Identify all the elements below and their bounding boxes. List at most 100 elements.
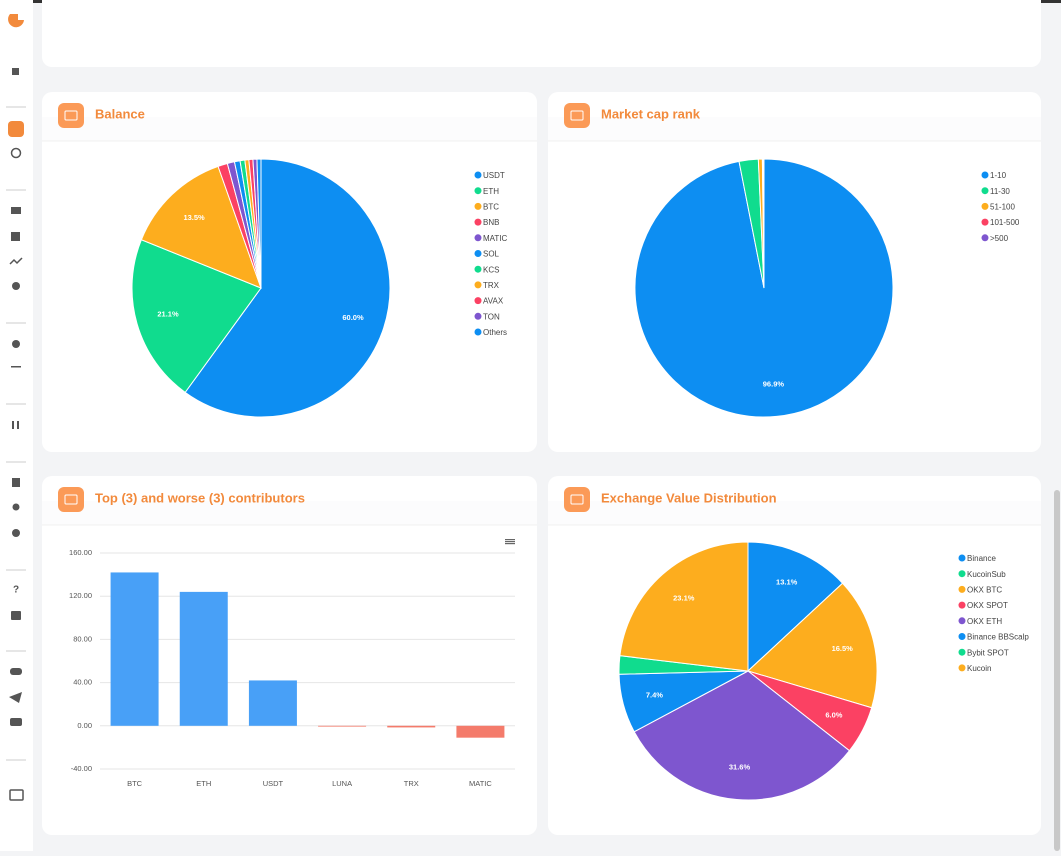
wallet-icon[interactable] xyxy=(8,121,24,137)
data-label: 16.5% xyxy=(832,644,854,653)
legend-label: BNB xyxy=(483,218,499,227)
doc-icon[interactable] xyxy=(12,478,20,487)
legend-label: OKX ETH xyxy=(967,617,1002,626)
card-title: Exchange Value Distribution xyxy=(601,490,777,505)
dashboard-icon[interactable] xyxy=(12,68,19,75)
candle-icon[interactable] xyxy=(17,421,19,429)
legend-label: SOL xyxy=(483,250,500,259)
legend-marker xyxy=(474,281,482,289)
bar xyxy=(456,725,505,738)
legend-label: USDT xyxy=(483,171,505,180)
legend-label: Kucoin xyxy=(967,664,991,673)
logo[interactable] xyxy=(8,14,24,28)
data-label: 23.1% xyxy=(673,594,695,603)
data-label: 31.6% xyxy=(729,762,751,771)
legend-label: TON xyxy=(483,312,500,321)
legend-marker xyxy=(474,250,482,257)
candle-icon[interactable] xyxy=(12,421,14,429)
pie-slice xyxy=(747,541,844,673)
x-tick-label: TRX xyxy=(404,779,419,788)
y-tick-label: 0.00 xyxy=(77,721,92,730)
discord-icon[interactable] xyxy=(10,668,22,675)
gear-icon[interactable] xyxy=(12,529,20,537)
legend-marker xyxy=(981,202,989,210)
bar xyxy=(110,572,159,726)
card-header xyxy=(548,501,1041,525)
grid-icon[interactable] xyxy=(11,232,20,241)
pie-slice xyxy=(619,541,749,672)
gift-icon[interactable] xyxy=(9,789,24,801)
filter-icon[interactable] xyxy=(11,366,21,368)
legend-label: OKX SPOT xyxy=(967,601,1008,610)
sidebar-icons: ? xyxy=(6,14,26,801)
legend-marker xyxy=(474,328,482,336)
legend-label: AVAX xyxy=(483,297,504,306)
card-title: Top (3) and worse (3) contributors xyxy=(95,490,305,505)
legend-label: OKX BTC xyxy=(967,586,1002,595)
exchange-icon[interactable] xyxy=(10,147,22,159)
legend-marker xyxy=(981,234,989,242)
bar xyxy=(387,725,436,728)
legend-marker xyxy=(981,218,989,226)
legend-label: >500 xyxy=(990,234,1009,243)
legend-marker xyxy=(981,171,989,179)
book-icon[interactable] xyxy=(11,611,21,620)
settings-icon[interactable] xyxy=(12,340,20,348)
bar xyxy=(318,725,367,727)
legend-label: 51-100 xyxy=(990,203,1015,212)
y-tick-label: 80.00 xyxy=(73,634,92,643)
x-tick-label: MATIC xyxy=(469,779,492,788)
legend-marker xyxy=(958,633,966,640)
legend-marker xyxy=(474,218,482,226)
card-icon-inner xyxy=(64,494,78,505)
users-icon[interactable] xyxy=(12,503,20,511)
data-label: 13.1% xyxy=(776,577,798,586)
legend-label: MATIC xyxy=(483,234,508,243)
legend-marker xyxy=(474,171,482,179)
legend-label: BTC xyxy=(483,203,499,212)
legend-label: ETH xyxy=(483,187,499,196)
data-label: 6.0% xyxy=(825,710,842,719)
legend-label: KucoinSub xyxy=(967,570,1006,579)
trend-icon[interactable] xyxy=(9,257,23,265)
legend-label: TRX xyxy=(483,281,500,290)
x-tick-label: BTC xyxy=(127,779,143,788)
legend-label: 1-10 xyxy=(990,171,1007,180)
legend-label: KCS xyxy=(483,265,499,274)
data-label: 60.0% xyxy=(342,313,364,322)
bar xyxy=(179,591,228,726)
pie-slice xyxy=(256,158,262,289)
card-title: Market cap rank xyxy=(601,106,701,121)
data-label: 21.1% xyxy=(157,310,179,319)
card-icon xyxy=(564,103,590,128)
pie-slice xyxy=(184,158,391,418)
card-icon xyxy=(58,103,84,128)
legend-marker xyxy=(958,648,966,656)
y-tick-label: 120.00 xyxy=(69,591,92,600)
sidebar xyxy=(0,0,33,851)
chart-menu xyxy=(505,541,515,543)
card-header xyxy=(42,117,537,141)
legend-marker xyxy=(474,187,482,195)
legend-marker xyxy=(981,187,989,195)
pie-slice xyxy=(762,158,765,289)
data-label: 7.4% xyxy=(646,691,663,700)
legend-marker xyxy=(474,265,482,273)
data-label: 13.5% xyxy=(183,213,205,222)
coins-icon[interactable] xyxy=(12,282,20,290)
legend-marker xyxy=(958,570,966,578)
legend-label: Binance xyxy=(967,554,996,563)
pie-slice xyxy=(747,582,878,709)
chart-menu xyxy=(505,539,515,541)
bank-icon[interactable] xyxy=(11,207,21,214)
card-icon-inner xyxy=(64,110,78,121)
legend-marker xyxy=(958,554,966,562)
youtube-icon[interactable] xyxy=(10,718,22,726)
telegram-icon[interactable] xyxy=(9,692,22,703)
help-icon[interactable]: ? xyxy=(13,585,19,596)
legend-marker xyxy=(474,234,482,242)
pie-slice xyxy=(131,239,262,394)
scrollbar[interactable] xyxy=(1054,490,1060,851)
card-title: Balance xyxy=(95,106,145,121)
